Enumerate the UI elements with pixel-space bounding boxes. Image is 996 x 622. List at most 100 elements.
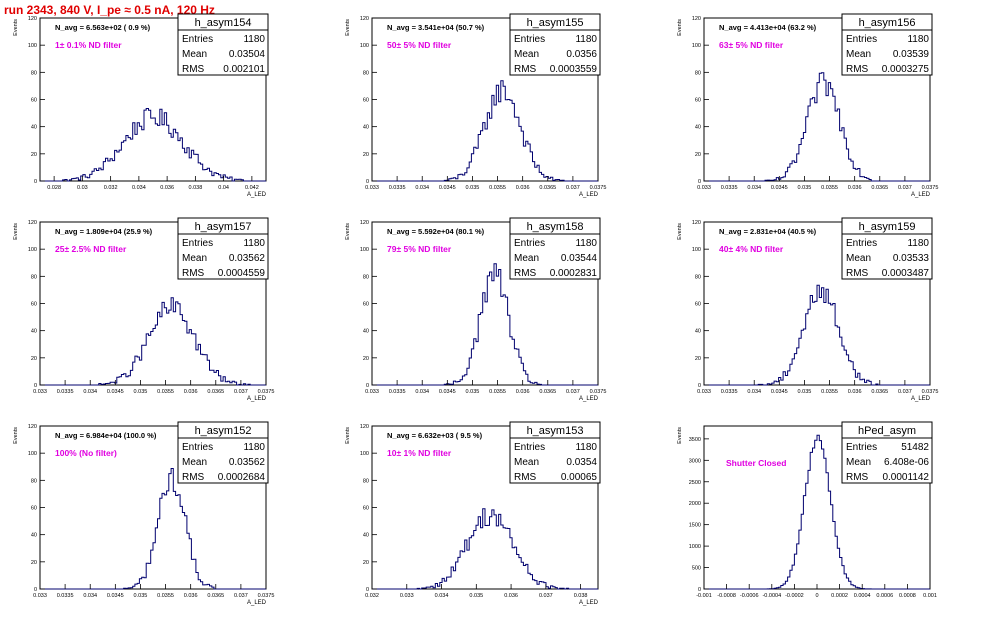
x-tick-label: -0.0002 — [785, 593, 804, 599]
stat-value: 1180 — [575, 442, 597, 453]
y-tick-label: 80 — [31, 274, 37, 280]
x-tick-label: 0.036 — [504, 593, 518, 599]
histogram-name: h_asym155 — [527, 17, 584, 29]
x-tick-label: 0.034 — [132, 185, 146, 191]
histogram-series — [40, 297, 266, 386]
x-tick-label: 0.0355 — [489, 185, 506, 191]
stat-value: 1180 — [575, 238, 597, 249]
histogram-name: h_asym156 — [859, 17, 916, 29]
x-tick-label: 0.0375 — [922, 185, 939, 191]
y-tick-label: 0 — [34, 179, 37, 185]
x-tick-label: 0.034 — [415, 389, 429, 395]
stat-value: 1180 — [243, 34, 265, 45]
x-tick-label: 0.035 — [798, 185, 812, 191]
y-tick-label: 3500 — [689, 437, 701, 443]
x-tick-label: 0 — [815, 593, 818, 599]
x-tick-label: 0.034 — [83, 593, 97, 599]
y-tick-label: 40 — [363, 329, 369, 335]
x-tick-label: 0.0002 — [831, 593, 848, 599]
filter-label: 25± 2.5% ND filter — [55, 244, 127, 254]
stat-value: 0.0001142 — [882, 472, 929, 483]
n-avg-label: N_avg = 3.541e+04 (50.7 %) — [387, 23, 485, 32]
x-tick-label: 0.028 — [47, 185, 61, 191]
stats-box — [509, 421, 601, 484]
stat-value: 0.0003487 — [882, 268, 930, 279]
stat-label: RMS — [846, 64, 869, 75]
stat-label: RMS — [182, 268, 205, 279]
y-tick-label: 100 — [28, 247, 37, 253]
x-tick-label: 0.035 — [466, 185, 480, 191]
x-tick-label: 0.032 — [365, 593, 379, 599]
y-tick-label: 80 — [363, 478, 369, 484]
x-axis-label: A_LED — [579, 192, 599, 198]
y-tick-label: 60 — [363, 302, 369, 308]
y-tick-label: 0 — [698, 179, 701, 185]
y-tick-label: 120 — [28, 424, 37, 430]
y-tick-label: 1000 — [689, 544, 701, 550]
x-tick-label: 0.0335 — [57, 593, 74, 599]
x-tick-label: 0.001 — [923, 593, 937, 599]
stat-value: 0.0003559 — [550, 64, 598, 75]
x-tick-label: 0.0365 — [207, 389, 224, 395]
y-axis-label: Events — [677, 223, 683, 240]
y-tick-label: 100 — [692, 247, 701, 253]
y-tick-label: 20 — [31, 560, 37, 566]
y-axis-label: Events — [677, 19, 683, 36]
panel-h_asym155: 0 20 40 60 80 100 120 0.033 0.0335 0.034 0.0345 0.0… — [345, 13, 607, 198]
stat-label: Entries — [514, 442, 545, 453]
stats-box — [841, 13, 933, 76]
x-tick-label: 0.036 — [516, 389, 530, 395]
page-title: run 2343, 840 V, I_pe ≈ 0.5 nA, 120 Hz — [4, 3, 215, 17]
x-tick-label: 0.033 — [33, 593, 47, 599]
filter-label: 10± 1% ND filter — [387, 448, 452, 458]
y-tick-label: 40 — [31, 329, 37, 335]
x-tick-label: 0.042 — [245, 185, 259, 191]
panel-hPed_asym: 0 500 1000 1500 2000 2500 3000 3500 -0.001 -0.000… — [677, 421, 937, 599]
y-axis-label: Events — [345, 427, 351, 444]
y-tick-label: 60 — [31, 98, 37, 104]
stat-value: 0.03562 — [229, 457, 266, 468]
stat-label: Mean — [514, 49, 539, 60]
stat-label: Entries — [514, 34, 545, 45]
x-tick-label: 0.033 — [365, 389, 379, 395]
y-tick-label: 120 — [28, 16, 37, 22]
stat-label: RMS — [846, 268, 869, 279]
x-tick-label: 0.0365 — [871, 185, 888, 191]
stat-label: RMS — [514, 268, 537, 279]
stats-box — [841, 217, 933, 280]
stats-box — [509, 13, 601, 76]
y-tick-label: 80 — [31, 70, 37, 76]
x-axis-label: A_LED — [911, 192, 931, 198]
x-tick-label: 0.038 — [188, 185, 202, 191]
histogram-series — [372, 508, 598, 590]
y-tick-label: 60 — [31, 302, 37, 308]
x-tick-label: 0.0375 — [590, 185, 607, 191]
y-tick-label: 60 — [363, 506, 369, 512]
stat-label: Mean — [182, 253, 207, 264]
histogram-series — [704, 434, 930, 590]
histogram-series — [704, 284, 930, 386]
stat-label: RMS — [182, 64, 205, 75]
stat-label: Mean — [846, 253, 871, 264]
n-avg-label: N_avg = 4.413e+04 (63.2 %) — [719, 23, 817, 32]
histogram-name: h_asym154 — [195, 17, 252, 29]
y-tick-label: 100 — [360, 247, 369, 253]
y-tick-label: 20 — [31, 356, 37, 362]
y-tick-label: 80 — [363, 274, 369, 280]
x-tick-label: 0.033 — [33, 389, 47, 395]
x-tick-label: 0.0375 — [258, 389, 275, 395]
stat-value: 0.00065 — [561, 472, 598, 483]
stats-box — [509, 217, 601, 280]
y-axis-label: Events — [345, 223, 351, 240]
y-tick-label: 120 — [692, 16, 701, 22]
stat-value: 0.0354 — [566, 457, 597, 468]
y-tick-label: 0 — [366, 587, 369, 593]
x-tick-label: 0.035 — [134, 593, 148, 599]
x-tick-label: 0.036 — [848, 389, 862, 395]
y-tick-label: 60 — [695, 302, 701, 308]
stat-label: Entries — [182, 238, 213, 249]
panel-h_asym156: 0 20 40 60 80 100 120 0.033 0.0335 0.034 0.0345 0.0… — [677, 13, 939, 198]
stat-value: 0.03539 — [893, 49, 930, 60]
histogram-series — [704, 72, 930, 182]
y-tick-label: 100 — [360, 451, 369, 457]
